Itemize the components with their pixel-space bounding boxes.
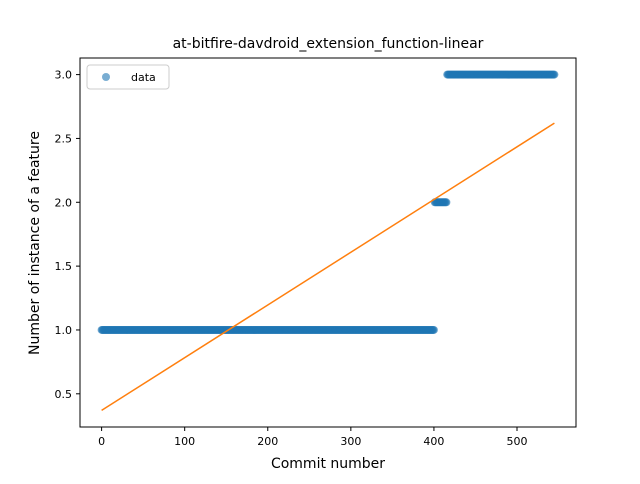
y-tick-label: 1.0	[55, 324, 73, 337]
legend-label: data	[131, 71, 156, 84]
x-tick-label: 300	[340, 435, 361, 448]
y-axis-label: Number of instance of a feature	[27, 131, 43, 355]
legend-marker	[102, 73, 110, 81]
y-tick-label: 2.0	[55, 196, 73, 209]
data-points	[97, 70, 559, 334]
x-tick-label: 500	[507, 435, 528, 448]
y-tick-label: 1.5	[55, 260, 73, 273]
plot-clip-group	[97, 70, 559, 412]
x-tick-label: 0	[98, 435, 105, 448]
chart-title: at-bitfire-davdroid_extension_function-l…	[173, 36, 484, 52]
axes-frame	[79, 57, 577, 428]
data-point	[550, 70, 559, 79]
y-tick-label: 3.0	[55, 69, 73, 82]
legend: data	[86, 64, 170, 90]
x-tick-label: 100	[174, 435, 195, 448]
plot-area	[97, 70, 559, 412]
data-point	[442, 198, 451, 207]
x-tick-label: 400	[423, 435, 444, 448]
x-axis-label: Commit number	[271, 456, 385, 472]
y-tick-label: 0.5	[55, 388, 73, 401]
x-tick-label: 200	[257, 435, 278, 448]
data-point	[429, 325, 438, 334]
fit-line	[101, 122, 555, 412]
axes: 0 100 200 300 400 500 0.5 1.0 1.5 2.0 2.5 3.0	[55, 57, 577, 448]
y-tick-label: 2.5	[55, 132, 73, 145]
legend-box	[86, 64, 170, 90]
